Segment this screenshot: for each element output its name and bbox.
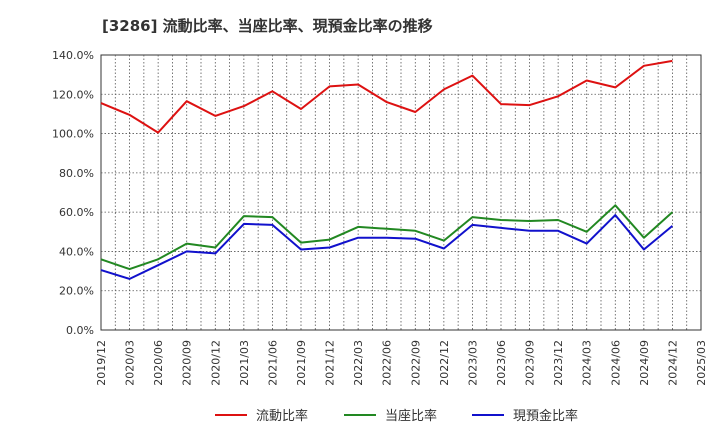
y-tick-label: 80.0%	[59, 167, 94, 180]
x-tick-label: 2024/09	[638, 340, 651, 386]
x-tick-label: 2020/12	[209, 340, 222, 386]
x-tick-label: 2021/12	[324, 340, 337, 386]
y-tick-label: 60.0%	[59, 206, 94, 219]
x-tick-label: 2023/03	[466, 340, 479, 386]
series-group	[100, 59, 674, 280]
x-tick-label: 2025/03	[695, 340, 708, 386]
x-tick-label: 2020/06	[152, 340, 165, 386]
x-tick-label: 2021/03	[238, 340, 251, 386]
grid	[100, 54, 702, 331]
y-tick-label: 40.0%	[59, 245, 94, 258]
x-tick-label: 2024/03	[581, 340, 594, 386]
legend-label: 流動比率	[256, 408, 308, 424]
x-tick-label: 2020/03	[124, 340, 137, 386]
x-tick-label: 2021/09	[295, 340, 308, 386]
x-tick-label: 2024/12	[666, 340, 679, 386]
x-tick-label: 2021/06	[266, 340, 279, 386]
chart-title: [3286] 流動比率、当座比率、現預金比率の推移	[102, 17, 433, 35]
legend: 流動比率 当座比率 現預金比率	[215, 408, 578, 424]
series-line-1	[100, 59, 673, 134]
series-line-2	[100, 204, 674, 271]
x-tick-label: 2022/09	[409, 340, 422, 386]
x-tick-label: 2020/09	[181, 340, 194, 386]
y-tick-label: 20.0%	[59, 285, 94, 298]
y-tick-label: 120.0%	[52, 88, 94, 101]
x-axis: 2019/12 2020/03 2020/06 2020/09 2020/12 2021/…	[95, 340, 708, 386]
x-tick-label: 2024/06	[609, 340, 622, 386]
x-tick-label: 2023/09	[524, 340, 537, 386]
y-tick-label: 140.0%	[52, 49, 94, 62]
x-tick-label: 2019/12	[95, 340, 108, 386]
y-axis: 0.0% 20.0% 40.0% 60.0% 80.0% 100.0% 120.0% 140.…	[52, 49, 94, 337]
x-tick-label: 2022/03	[352, 340, 365, 386]
legend-label: 当座比率	[385, 408, 437, 424]
x-tick-label: 2023/06	[495, 340, 508, 386]
x-tick-label: 2023/12	[552, 340, 565, 386]
y-tick-label: 0.0%	[66, 324, 94, 337]
legend-label: 現預金比率	[513, 408, 578, 424]
x-tick-label: 2022/06	[381, 340, 394, 386]
y-tick-label: 100.0%	[52, 128, 94, 141]
series-line-3	[100, 214, 674, 280]
x-tick-label: 2022/12	[438, 340, 451, 386]
